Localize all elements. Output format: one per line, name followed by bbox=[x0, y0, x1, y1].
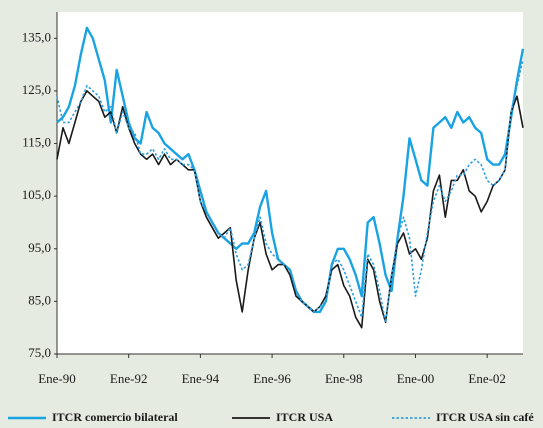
y-tick-label: 135,0 bbox=[22, 29, 51, 44]
y-tick-label: 75,0 bbox=[28, 345, 51, 360]
y-tick-label: 125,0 bbox=[22, 82, 51, 97]
x-tick-label: Ene-90 bbox=[38, 371, 76, 386]
x-tick-label: Ene-94 bbox=[182, 371, 220, 386]
legend-label: ITCR comercio bilateral bbox=[52, 410, 178, 424]
legend-label: ITCR USA bbox=[276, 410, 333, 424]
series-line bbox=[56, 59, 524, 324]
y-tick-label: 105,0 bbox=[22, 187, 51, 202]
series-line bbox=[56, 90, 524, 329]
x-tick-label: Ene-02 bbox=[468, 371, 506, 386]
y-tick-label: 95,0 bbox=[28, 240, 51, 255]
x-tick-label: Ene-00 bbox=[397, 371, 435, 386]
y-tick-label: 115,0 bbox=[22, 135, 51, 150]
y-tick-label: 85,0 bbox=[28, 292, 51, 307]
x-tick-label: Ene-96 bbox=[253, 371, 291, 386]
x-tick-label: Ene-98 bbox=[325, 371, 363, 386]
plot-area bbox=[57, 12, 523, 354]
legend-label: ITCR USA sin café bbox=[436, 410, 534, 424]
x-tick-label: Ene-92 bbox=[110, 371, 148, 386]
